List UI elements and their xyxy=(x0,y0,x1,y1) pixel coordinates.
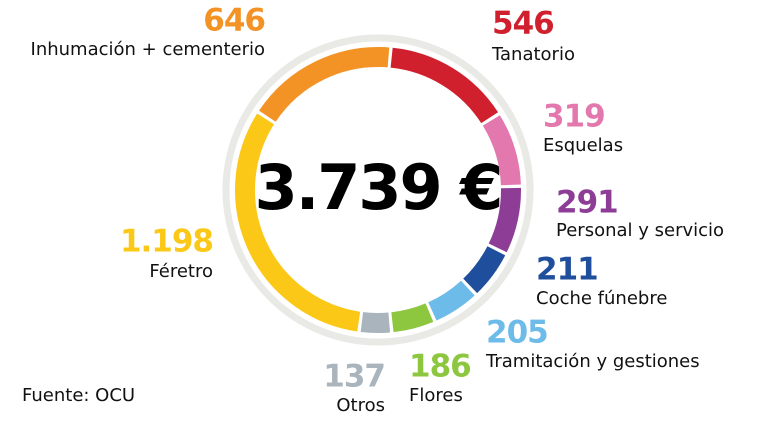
category-label: Otros xyxy=(336,395,385,416)
category-label: Tanatorio xyxy=(491,44,575,65)
category-label: Personal y servicio xyxy=(556,220,724,241)
source: Fuente: OCU xyxy=(22,385,135,406)
value-label: 137 xyxy=(323,359,385,395)
total-label: 3.739 € xyxy=(255,151,502,224)
outer-ring xyxy=(222,34,534,346)
segment xyxy=(488,187,521,253)
category-label: Esquelas xyxy=(543,135,623,156)
value-label: 186 xyxy=(409,349,471,385)
value-label: 646 xyxy=(203,3,265,39)
segment xyxy=(463,245,506,294)
segment xyxy=(391,303,434,333)
category-label: Inhumación + cementerio xyxy=(31,39,265,60)
value-label: 319 xyxy=(543,99,605,135)
category-label: Flores xyxy=(409,385,463,406)
segment xyxy=(235,113,361,332)
value-label: 546 xyxy=(492,6,554,42)
category-label: Tramitación y gestiones xyxy=(485,351,700,372)
category-label: Coche fúnebre xyxy=(536,288,667,309)
value-label: 205 xyxy=(486,315,548,351)
value-label: 1.198 xyxy=(120,224,213,260)
segment xyxy=(360,312,391,333)
segment xyxy=(259,47,390,122)
segment xyxy=(428,280,475,321)
category-label: Féretro xyxy=(149,261,213,282)
value-label: 291 xyxy=(556,185,618,221)
value-label: 211 xyxy=(536,252,598,288)
segment xyxy=(482,115,521,186)
segment xyxy=(390,47,499,124)
